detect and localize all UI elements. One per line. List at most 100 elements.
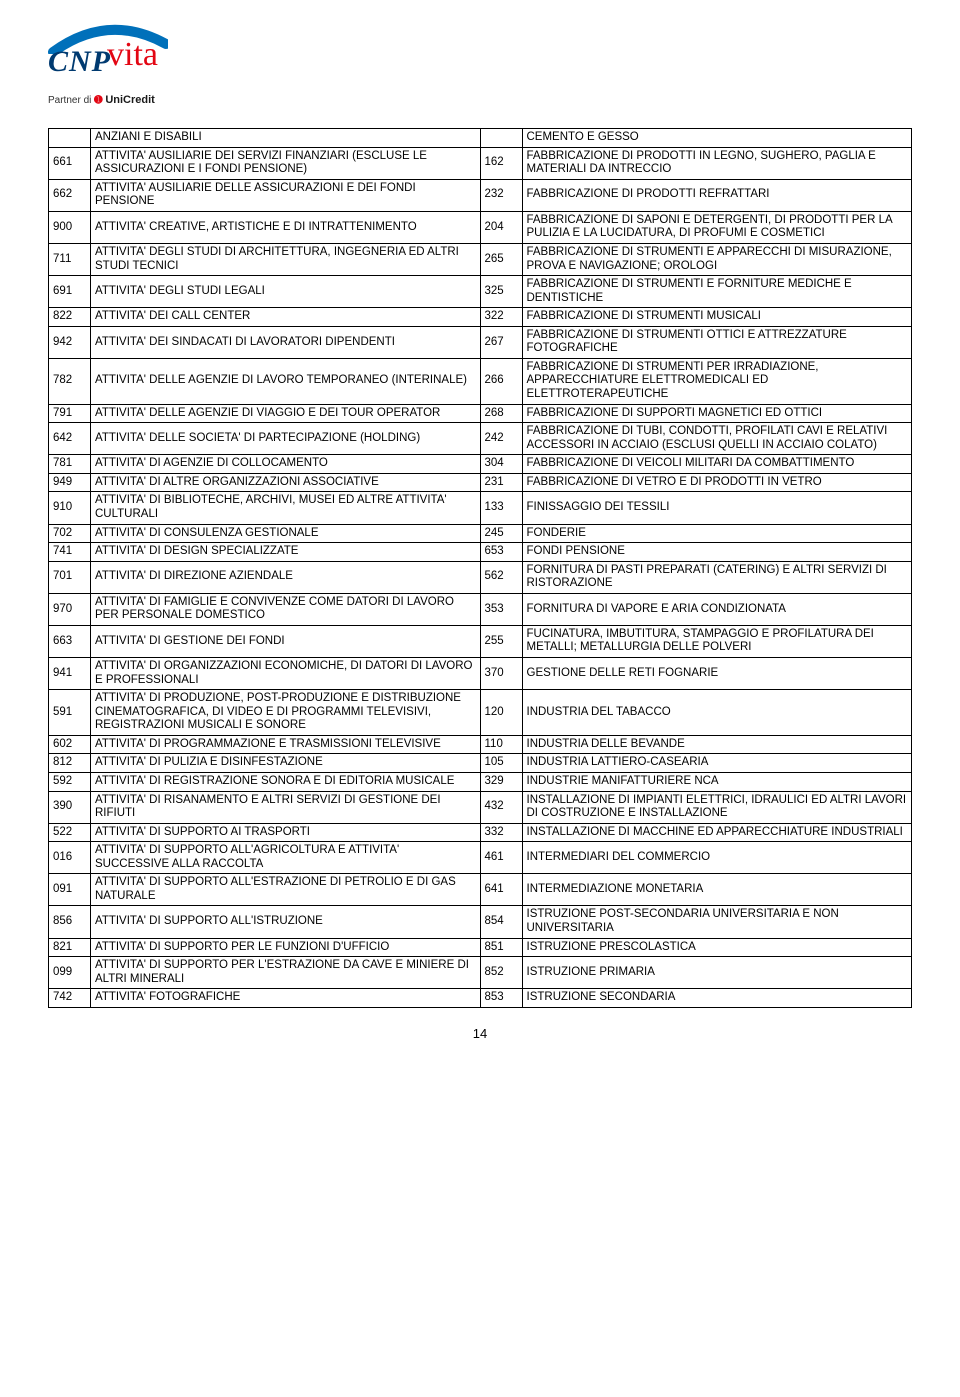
code-left: 522 [49,823,91,842]
code-right: 854 [480,906,522,938]
codes-table: ANZIANI E DISABILICEMENTO E GESSO661ATTI… [48,128,912,1008]
desc-left: ATTIVITA' AUSILIARIE DEI SERVIZI FINANZI… [91,147,481,179]
code-right: 265 [480,243,522,275]
code-left: 791 [49,404,91,423]
code-right: 329 [480,772,522,791]
desc-right: GESTIONE DELLE RETI FOGNARIE [522,658,912,690]
code-right: 370 [480,658,522,690]
desc-right: INTERMEDIAZIONE MONETARIA [522,874,912,906]
code-left: 812 [49,754,91,773]
partner-line: Partner di ➊ UniCredit [48,94,248,106]
desc-left: ATTIVITA' DI DIREZIONE AZIENDALE [91,561,481,593]
page-number: 14 [48,1026,912,1041]
table-row: 390ATTIVITA' DI RISANAMENTO E ALTRI SERV… [49,791,912,823]
code-right: 461 [480,842,522,874]
desc-right: INTERMEDIARI DEL COMMERCIO [522,842,912,874]
brand-text-cnp: CNP [48,45,111,78]
table-row: 900ATTIVITA' CREATIVE, ARTISTICHE E DI I… [49,211,912,243]
table-row: 741ATTIVITA' DI DESIGN SPECIALIZZATE653F… [49,543,912,562]
desc-left: ATTIVITA' DI CONSULENZA GESTIONALE [91,524,481,543]
code-right: 232 [480,179,522,211]
desc-right: FABBRICAZIONE DI SUPPORTI MAGNETICI ED O… [522,404,912,423]
desc-right: ISTRUZIONE POST-SECONDARIA UNIVERSITARIA… [522,906,912,938]
code-right: 325 [480,276,522,308]
desc-left: ATTIVITA' DI DESIGN SPECIALIZZATE [91,543,481,562]
table-row: 949ATTIVITA' DI ALTRE ORGANIZZAZIONI ASS… [49,473,912,492]
desc-left: ATTIVITA' AUSILIARIE DELLE ASSICURAZIONI… [91,179,481,211]
desc-right: FORNITURA DI VAPORE E ARIA CONDIZIONATA [522,593,912,625]
desc-right: FABBRICAZIONE DI STRUMENTI E APPARECCHI … [522,243,912,275]
desc-left: ATTIVITA' DEGLI STUDI DI ARCHITETTURA, I… [91,243,481,275]
code-right: 641 [480,874,522,906]
desc-right: FABBRICAZIONE DI STRUMENTI E FORNITURE M… [522,276,912,308]
desc-left: ATTIVITA' FOTOGRAFICHE [91,989,481,1008]
desc-left: ATTIVITA' DEGLI STUDI LEGALI [91,276,481,308]
code-right: 432 [480,791,522,823]
code-left: 741 [49,543,91,562]
desc-right: INDUSTRIA DEL TABACCO [522,690,912,736]
code-right: 245 [480,524,522,543]
desc-right: FABBRICAZIONE DI STRUMENTI MUSICALI [522,308,912,327]
code-right: 304 [480,455,522,474]
desc-left: ATTIVITA' DEI SINDACATI DI LAVORATORI DI… [91,326,481,358]
code-right: 653 [480,543,522,562]
table-row: 642ATTIVITA' DELLE SOCIETA' DI PARTECIPA… [49,423,912,455]
code-right: 204 [480,211,522,243]
desc-left: ATTIVITA' DI PULIZIA E DISINFESTAZIONE [91,754,481,773]
code-left: 942 [49,326,91,358]
code-left: 742 [49,989,91,1008]
code-left: 602 [49,735,91,754]
table-row: 791ATTIVITA' DELLE AGENZIE DI VIAGGIO E … [49,404,912,423]
desc-left: ATTIVITA' DI BIBLIOTECHE, ARCHIVI, MUSEI… [91,492,481,524]
code-right: 322 [480,308,522,327]
code-left: 016 [49,842,91,874]
code-left: 642 [49,423,91,455]
code-right: 110 [480,735,522,754]
desc-left: ATTIVITA' DI GESTIONE DEI FONDI [91,625,481,657]
code-left: 900 [49,211,91,243]
code-right: 133 [480,492,522,524]
code-left: 663 [49,625,91,657]
code-left: 661 [49,147,91,179]
code-left: 592 [49,772,91,791]
code-left: 662 [49,179,91,211]
table-row: 942ATTIVITA' DEI SINDACATI DI LAVORATORI… [49,326,912,358]
table-row: 591ATTIVITA' DI PRODUZIONE, POST-PRODUZI… [49,690,912,736]
desc-left: ATTIVITA' DELLE SOCIETA' DI PARTECIPAZIO… [91,423,481,455]
desc-left: ATTIVITA' DI SUPPORTO AI TRASPORTI [91,823,481,842]
code-right [480,129,522,148]
desc-left: ATTIVITA' DI SUPPORTO PER L'ESTRAZIONE D… [91,957,481,989]
table-row: 602ATTIVITA' DI PROGRAMMAZIONE E TRASMIS… [49,735,912,754]
table-row: 821ATTIVITA' DI SUPPORTO PER LE FUNZIONI… [49,938,912,957]
desc-left: ATTIVITA' DI SUPPORTO PER LE FUNZIONI D'… [91,938,481,957]
desc-right: FABBRICAZIONE DI STRUMENTI OTTICI E ATTR… [522,326,912,358]
desc-right: FINISSAGGIO DEI TESSILI [522,492,912,524]
code-right: 162 [480,147,522,179]
desc-left: ATTIVITA' DI PROGRAMMAZIONE E TRASMISSIO… [91,735,481,754]
desc-right: ISTRUZIONE PRIMARIA [522,957,912,989]
desc-right: INDUSTRIE MANIFATTURIERE NCA [522,772,912,791]
cnp-logo: CNPvita [48,24,248,90]
table-row: 661ATTIVITA' AUSILIARIE DEI SERVIZI FINA… [49,147,912,179]
code-right: 120 [480,690,522,736]
table-row: 781ATTIVITA' DI AGENZIE DI COLLOCAMENTO3… [49,455,912,474]
code-left [49,129,91,148]
code-left: 941 [49,658,91,690]
table-row: 941ATTIVITA' DI ORGANIZZAZIONI ECONOMICH… [49,658,912,690]
code-right: 231 [480,473,522,492]
code-left: 591 [49,690,91,736]
desc-right: FABBRICAZIONE DI PRODOTTI IN LEGNO, SUGH… [522,147,912,179]
table-row: 711ATTIVITA' DEGLI STUDI DI ARCHITETTURA… [49,243,912,275]
code-left: 856 [49,906,91,938]
logo-block: CNPvita Partner di ➊ UniCredit [48,24,248,106]
desc-left: ATTIVITA' CREATIVE, ARTISTICHE E DI INTR… [91,211,481,243]
code-right: 267 [480,326,522,358]
table-row: 702ATTIVITA' DI CONSULENZA GESTIONALE245… [49,524,912,543]
desc-right: FONDERIE [522,524,912,543]
code-right: 242 [480,423,522,455]
table-row: 910ATTIVITA' DI BIBLIOTECHE, ARCHIVI, MU… [49,492,912,524]
desc-right: FABBRICAZIONE DI VEICOLI MILITARI DA COM… [522,455,912,474]
desc-left: ATTIVITA' DI REGISTRAZIONE SONORA E DI E… [91,772,481,791]
code-left: 910 [49,492,91,524]
desc-right: INDUSTRIA LATTIERO-CASEARIA [522,754,912,773]
